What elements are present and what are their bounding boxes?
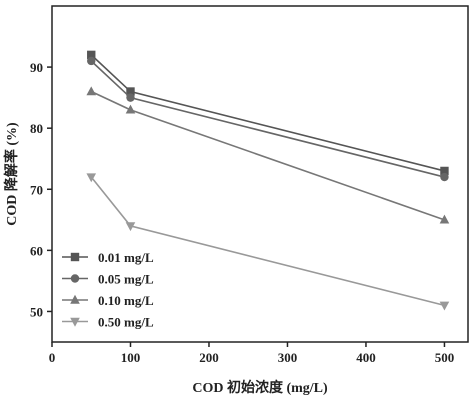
x-tick-label: 0 xyxy=(49,350,56,365)
y-tick-label: 60 xyxy=(30,243,43,258)
series-line xyxy=(90,90,445,221)
y-tick-label: 50 xyxy=(30,304,43,319)
legend-entry: 0.05 mg/L xyxy=(62,272,154,287)
data-point xyxy=(440,172,449,182)
x-axis-title: COD 初始浓度 (mg/L) xyxy=(192,379,328,396)
data-point xyxy=(440,166,449,176)
y-tick-label: 80 xyxy=(30,121,43,136)
x-tick-label: 500 xyxy=(435,350,455,365)
series-line xyxy=(90,54,445,172)
data-point xyxy=(126,87,135,96)
legend: 0.01 mg/L 0.05 mg/L 0.10 mg/L 0.50 mg/L xyxy=(62,250,154,330)
data-point xyxy=(86,173,97,183)
data-point xyxy=(125,104,136,114)
x-tick-label: 400 xyxy=(356,350,376,365)
legend-entry: 0.01 mg/L xyxy=(62,250,154,265)
legend-entry: 0.50 mg/L xyxy=(62,315,154,330)
y-tick-label: 70 xyxy=(30,182,43,197)
data-point xyxy=(87,50,96,60)
legend-label: 0.01 mg/L xyxy=(98,250,154,265)
legend-label: 0.05 mg/L xyxy=(98,272,154,287)
legend-label: 0.10 mg/L xyxy=(98,293,154,308)
y-tick-label: 90 xyxy=(30,60,43,75)
legend-entry: 0.10 mg/L xyxy=(62,293,154,308)
series-group xyxy=(86,50,450,311)
plot-frame xyxy=(51,5,469,343)
x-tick-label: 100 xyxy=(121,350,141,365)
legend-marker xyxy=(70,317,80,327)
data-point xyxy=(125,222,136,232)
data-point xyxy=(439,301,450,311)
data-point xyxy=(86,86,97,96)
data-point xyxy=(87,56,96,66)
axes: 0 100 200 300 400 500 50 60 70 80 90 xyxy=(30,5,469,365)
y-axis-title: COD 降解率 (%) xyxy=(3,122,20,226)
data-point xyxy=(126,93,135,102)
legend-marker xyxy=(70,274,80,283)
x-tick-label: 300 xyxy=(278,350,298,365)
series-line xyxy=(90,60,445,178)
data-point xyxy=(439,214,450,224)
series-2 xyxy=(87,56,449,182)
x-tick-label: 200 xyxy=(199,350,219,365)
series-3 xyxy=(86,86,450,224)
series-1 xyxy=(87,50,449,176)
legend-label: 0.50 mg/L xyxy=(98,315,154,330)
legend-marker xyxy=(70,294,80,304)
legend-marker xyxy=(70,252,80,262)
series-4 xyxy=(86,173,450,311)
